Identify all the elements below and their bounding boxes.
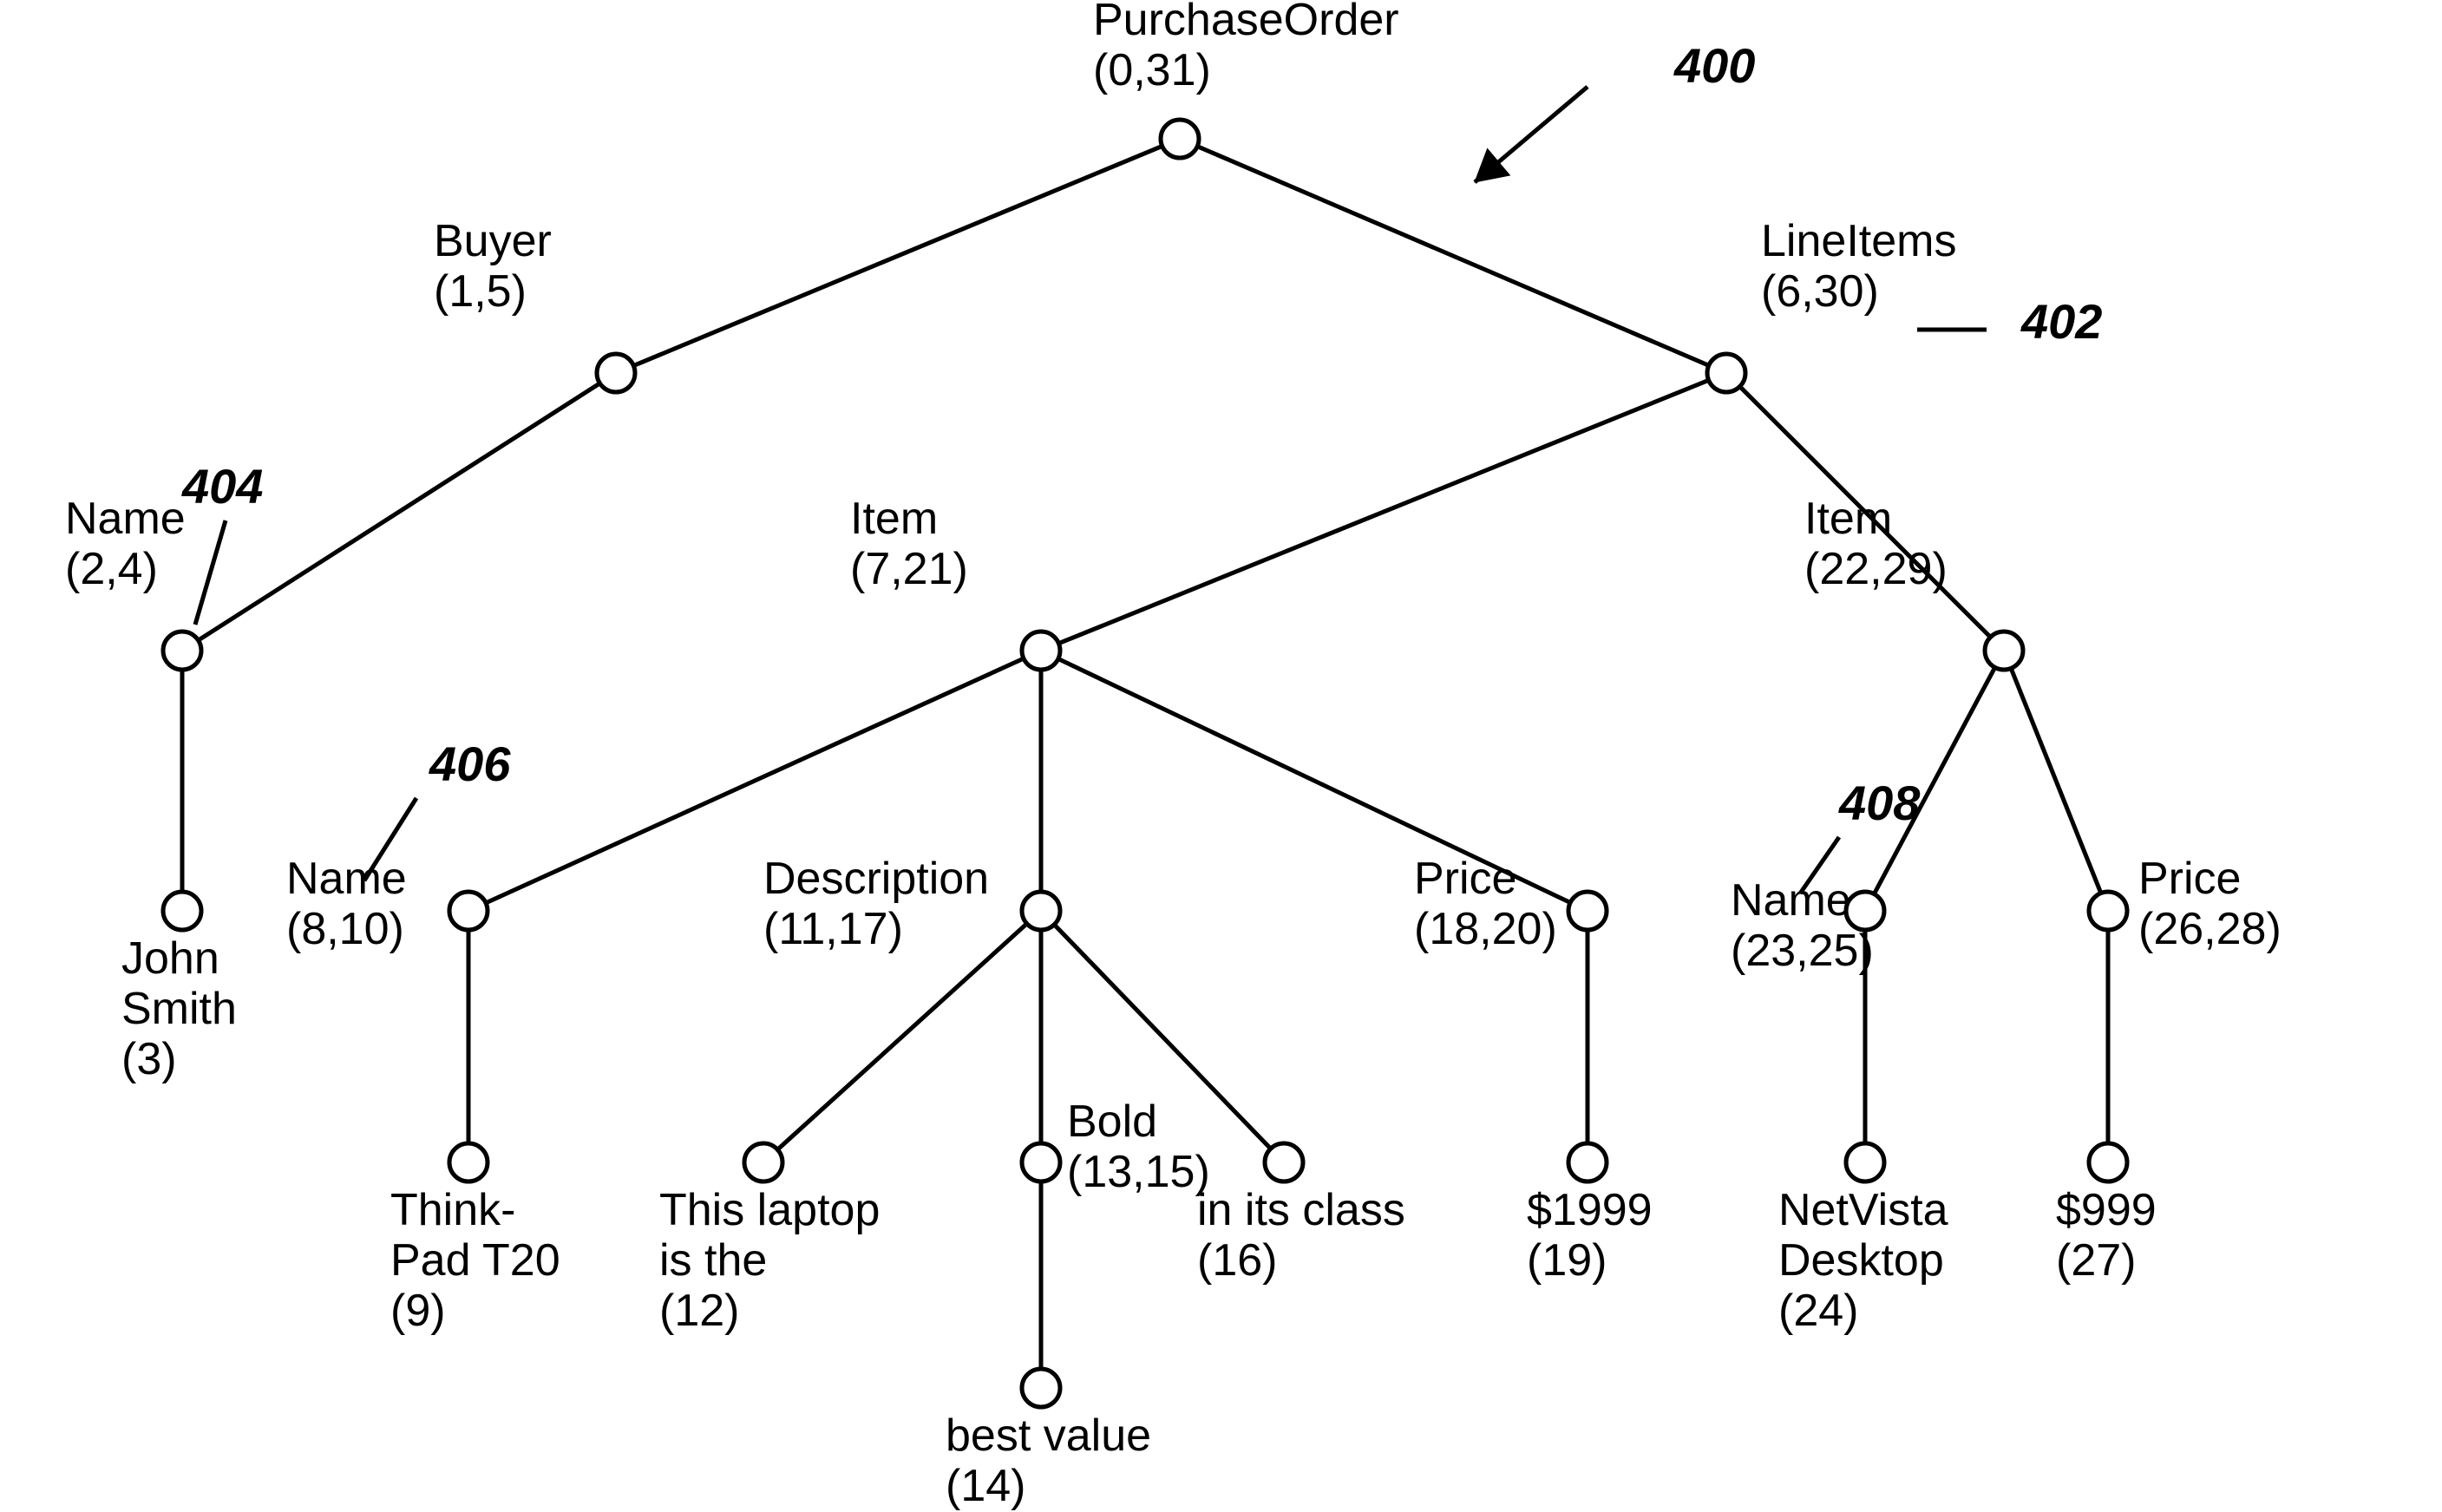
node-name2: [449, 892, 488, 930]
node-thislaptop: [744, 1143, 782, 1181]
node-price1: [1568, 892, 1607, 930]
label-price2: Price(26,28): [2138, 854, 2282, 954]
node-inits: [1265, 1143, 1303, 1181]
label-thislaptop: This laptopis the(12): [659, 1185, 880, 1336]
node-p1999: [1568, 1143, 1607, 1181]
node-buyer: [597, 354, 635, 392]
callout-404: 404: [181, 459, 263, 514]
node-p999: [2089, 1143, 2127, 1181]
label-p999: $999(27): [2056, 1185, 2157, 1286]
edge-desc-thislaptop: [777, 924, 1026, 1149]
label-best: best value(14): [946, 1411, 1151, 1511]
edge-lineitems-item1: [1058, 380, 1708, 643]
node-desc: [1022, 892, 1060, 930]
node-item2: [1985, 632, 2023, 670]
callout-408: 408: [1838, 776, 1921, 830]
node-think: [449, 1143, 488, 1181]
tree-diagram: 400 402 404 406 408 PurchaseOrder(0,31) Buyer…: [0, 0, 2442, 1512]
label-po: PurchaseOrder(0,31): [1093, 0, 1399, 95]
node-item1: [1022, 632, 1060, 670]
node-name3: [1846, 892, 1884, 930]
label-name1: Name(2,4): [65, 494, 186, 594]
label-john: JohnSmith(3): [121, 933, 237, 1084]
callout-400: 400: [1673, 38, 1755, 93]
node-lineitems: [1707, 354, 1745, 392]
label-name3: Name(23,25): [1731, 875, 1874, 976]
callout-arrow-400: [1475, 148, 1509, 182]
label-name2: Name(8,10): [286, 854, 407, 954]
callout-leader-404: [195, 520, 226, 625]
node-po: [1161, 120, 1199, 158]
label-item1: Item(7,21): [850, 494, 968, 594]
label-lineitems: LineItems(6,30): [1761, 216, 1956, 317]
label-price1: Price(18,20): [1414, 854, 1557, 954]
label-item2: Item(22,29): [1804, 494, 1948, 594]
node-price2: [2089, 892, 2127, 930]
label-inits: in its class(16): [1197, 1185, 1405, 1286]
node-john: [163, 892, 201, 930]
callout-402: 402: [2020, 294, 2102, 349]
label-netvista: NetVistaDesktop(24): [1778, 1185, 1948, 1336]
label-think: Think-Pad T20(9): [390, 1185, 560, 1336]
callout-406: 406: [429, 736, 511, 791]
label-p1999: $1999(19): [1527, 1185, 1653, 1286]
node-netvista: [1846, 1143, 1884, 1181]
label-buyer: Buyer(1,5): [434, 216, 552, 317]
node-name1: [163, 632, 201, 670]
edge-item2-price2: [2011, 668, 2101, 893]
label-desc: Description(11,17): [763, 854, 989, 954]
node-bold: [1022, 1143, 1060, 1181]
label-bold: Bold(13,15): [1067, 1096, 1210, 1197]
edge-po-lineitems: [1197, 147, 1709, 366]
edge-po-buyer: [633, 146, 1162, 365]
node-best: [1022, 1369, 1060, 1407]
